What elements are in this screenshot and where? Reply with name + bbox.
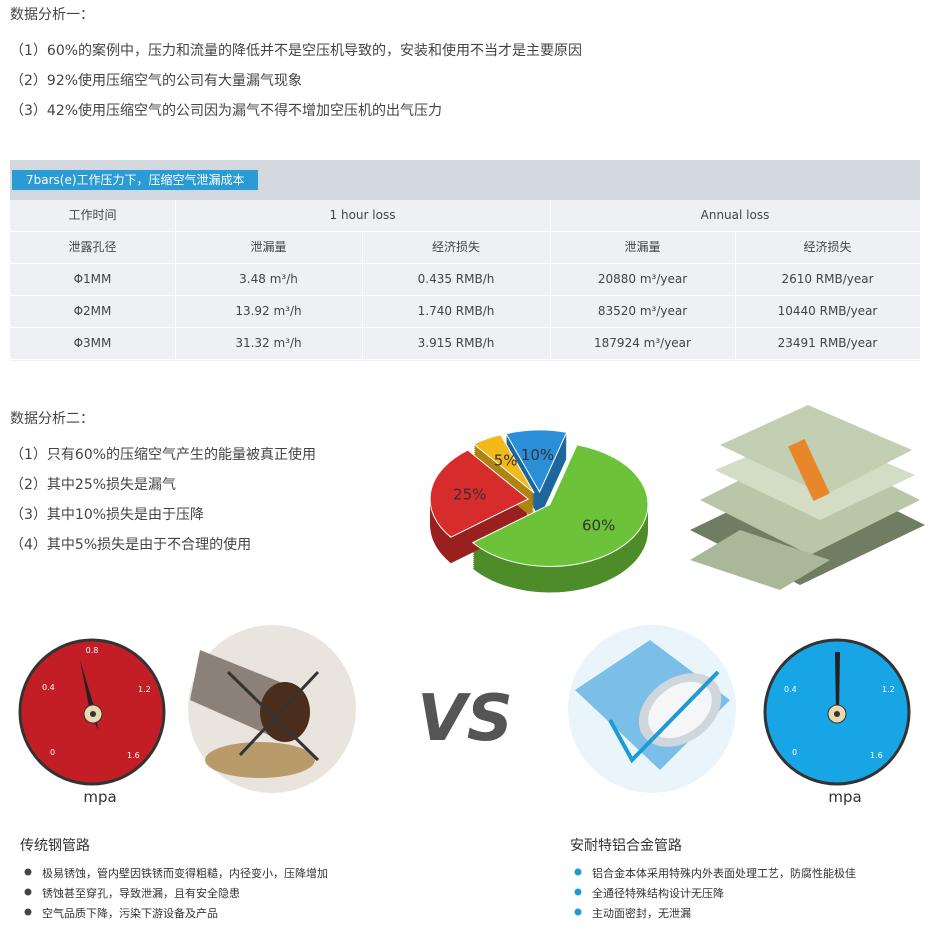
- list-item: 极易锈蚀，管内壁因铁锈而变得粗糙，内径变小，压降增加: [42, 867, 328, 880]
- bullets: [24, 868, 32, 916]
- item: （1）只有60%的压缩空气产生的能量被真正使用: [10, 447, 317, 463]
- item: （2）其中25%损失是漏气: [10, 477, 177, 493]
- table-cell: 83520 m³/year: [550, 296, 736, 328]
- title: 数据分析一：: [10, 7, 94, 23]
- rusty-pipe-image: [188, 625, 356, 793]
- table-cell: 泄漏量: [550, 232, 736, 264]
- pie-label: 10%: [521, 446, 554, 464]
- item: （3）其中10%损失是由于压降: [10, 507, 205, 523]
- table-cell: 3.915 RMB/h: [362, 328, 551, 360]
- gauge-left: 0.8 0.4 1.2 0 1.6 mpa: [18, 638, 166, 806]
- table-cell: Φ3MM: [10, 328, 176, 360]
- list-title: 安耐特铝合金管路: [570, 838, 682, 854]
- item: （3）42%使用压缩空气的公司因为漏气不得不增加空压机的出气压力: [10, 103, 443, 119]
- table-cell: Φ2MM: [10, 296, 176, 328]
- list-item: 空气品质下降，污染下游设备及产品: [42, 907, 218, 920]
- gauge-tick: 1.6: [127, 751, 140, 760]
- list-item: 全通径特殊结构设计无压降: [592, 887, 724, 900]
- list-title: 传统钢管路: [20, 838, 90, 854]
- table-cell: 经济损失: [362, 232, 551, 264]
- table-cell: 10440 RMB/year: [735, 296, 921, 328]
- pie-label: 5%: [494, 451, 518, 469]
- title: 数据分析二：: [10, 411, 94, 427]
- table-cell: 187924 m³/year: [550, 328, 736, 360]
- list-item: 主动面密封，无泄漏: [592, 907, 691, 920]
- table-cell: Annual loss: [550, 200, 921, 232]
- gauge-tick: 0.4: [784, 685, 797, 694]
- table-cell: 20880 m³/year: [550, 264, 736, 296]
- gauge-tick: 1.2: [882, 685, 895, 694]
- table-cell: 3.48 m³/h: [175, 264, 363, 296]
- pie-slice: [472, 434, 535, 494]
- aluminum-pipe-image: [568, 625, 736, 793]
- pie-slice: [505, 429, 568, 494]
- table-cell: 2610 RMB/year: [735, 264, 921, 296]
- list-item: 锈蚀甚至穿孔，导致泄漏，且有安全隐患: [42, 887, 240, 900]
- table-cell: Φ1MM: [10, 264, 176, 296]
- unit: mpa: [828, 788, 861, 806]
- unit: mpa: [83, 788, 116, 806]
- pie-slice: [471, 444, 649, 567]
- table-cell: 23491 RMB/year: [735, 328, 921, 360]
- table-cell: 0.435 RMB/h: [362, 264, 551, 296]
- table-cell: 1.740 RMB/h: [362, 296, 551, 328]
- pie-label: 25%: [453, 485, 486, 503]
- table-cell: 泄漏量: [175, 232, 363, 264]
- table-cell: 经济损失: [735, 232, 921, 264]
- gauge-tick: 0.8: [86, 646, 99, 655]
- pie-slice: [429, 449, 530, 538]
- money-image: [690, 405, 925, 590]
- item: （2）92%使用压缩空气的公司有大量漏气现象: [10, 73, 303, 89]
- gauge-tick: 0.4: [42, 683, 55, 692]
- list-item: 铝合金本体采用特殊内外表面处理工艺，防腐性能极佳: [592, 867, 856, 880]
- item: （1）60%的案例中，压力和流量的降低并不是空压机导致的，安装和使用不当才是主要…: [10, 43, 583, 59]
- bullets: [574, 868, 582, 916]
- table-cell: 31.32 m³/h: [175, 328, 363, 360]
- pie-chart: 10% 60% 25% 5%: [429, 429, 649, 593]
- table-cell: 泄露孔径: [10, 232, 176, 264]
- gauge-tick: 0: [50, 748, 55, 757]
- table-cell: 13.92 m³/h: [175, 296, 363, 328]
- table-cell: 1 hour loss: [175, 200, 551, 232]
- table: 7bars(e)工作压力下，压缩空气泄漏成本 工作时间 1 hour loss An…: [10, 160, 921, 361]
- item: （4）其中5%损失是由于不合理的使用: [10, 537, 252, 553]
- pie-label: 60%: [582, 516, 615, 534]
- vs-text: VS: [417, 682, 513, 756]
- gauge-tick: 0: [792, 748, 797, 757]
- table-caption: 7bars(e)工作压力下，压缩空气泄漏成本: [12, 170, 258, 190]
- gauge-right: 0.4 1.2 0 1.6 mpa: [763, 638, 911, 806]
- table-cell: 工作时间: [10, 200, 176, 232]
- gauge-tick: 1.2: [138, 685, 151, 694]
- gauge-tick: 1.6: [870, 751, 883, 760]
